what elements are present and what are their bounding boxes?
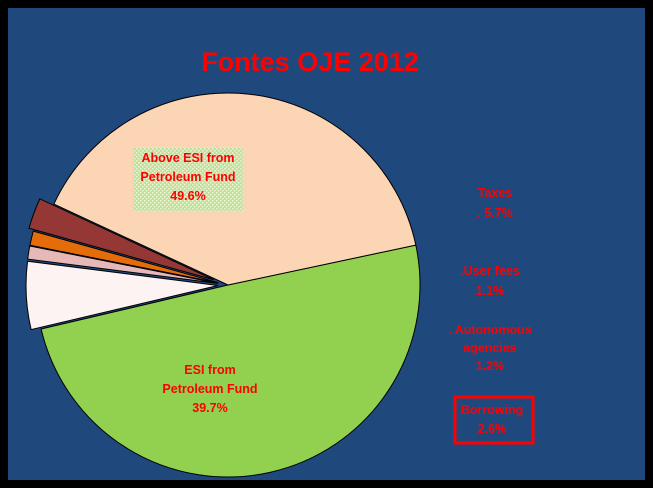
label-box (453, 395, 535, 445)
label-box (133, 148, 243, 211)
data-label-line: . 5.7% (477, 206, 512, 220)
pie-slice-above-esi (40, 244, 421, 478)
data-label-line: 1.2% (476, 359, 505, 373)
data-label-line: Above ESI from (141, 151, 234, 165)
data-label-line: .User fees (460, 264, 520, 278)
data-label-line: 1.1% (476, 284, 505, 298)
data-label-autonomous-agencies: . Autonomous agencies 1.2% (448, 323, 532, 373)
data-label-taxes: Taxes . 5.7% (477, 186, 512, 220)
data-label-line: Petroleum Fund (140, 170, 235, 184)
data-label-user-fees: .User fees 1.1% (460, 264, 520, 298)
data-label-line: 2.6% (478, 422, 507, 436)
data-label-borrowing: Borrowing 2.6% (453, 395, 535, 445)
pie-slice-autonomous-agencies (29, 230, 219, 284)
data-label-line: Petroleum Fund (162, 382, 257, 396)
data-label-line: 39.7% (192, 401, 227, 415)
data-label-line: ESI from (184, 363, 235, 377)
chart-title: Fontes OJE 2012 (201, 47, 419, 77)
data-label-line: Borrowing (461, 403, 524, 417)
data-label-esi: ESI from Petroleum Fund 39.7% (162, 363, 257, 415)
data-label-line: agencies (463, 341, 517, 355)
pie-slice-borrowing (28, 198, 215, 281)
pie-slice-taxes (25, 260, 219, 331)
data-label-above-esi: Above ESI from Petroleum Fund 49.6% (133, 148, 243, 211)
data-label-line: Taxes (478, 186, 513, 200)
data-label-line: . Autonomous (448, 323, 532, 337)
pie-slice-user-fees (27, 245, 219, 284)
data-label-line: 49.6% (170, 189, 205, 203)
